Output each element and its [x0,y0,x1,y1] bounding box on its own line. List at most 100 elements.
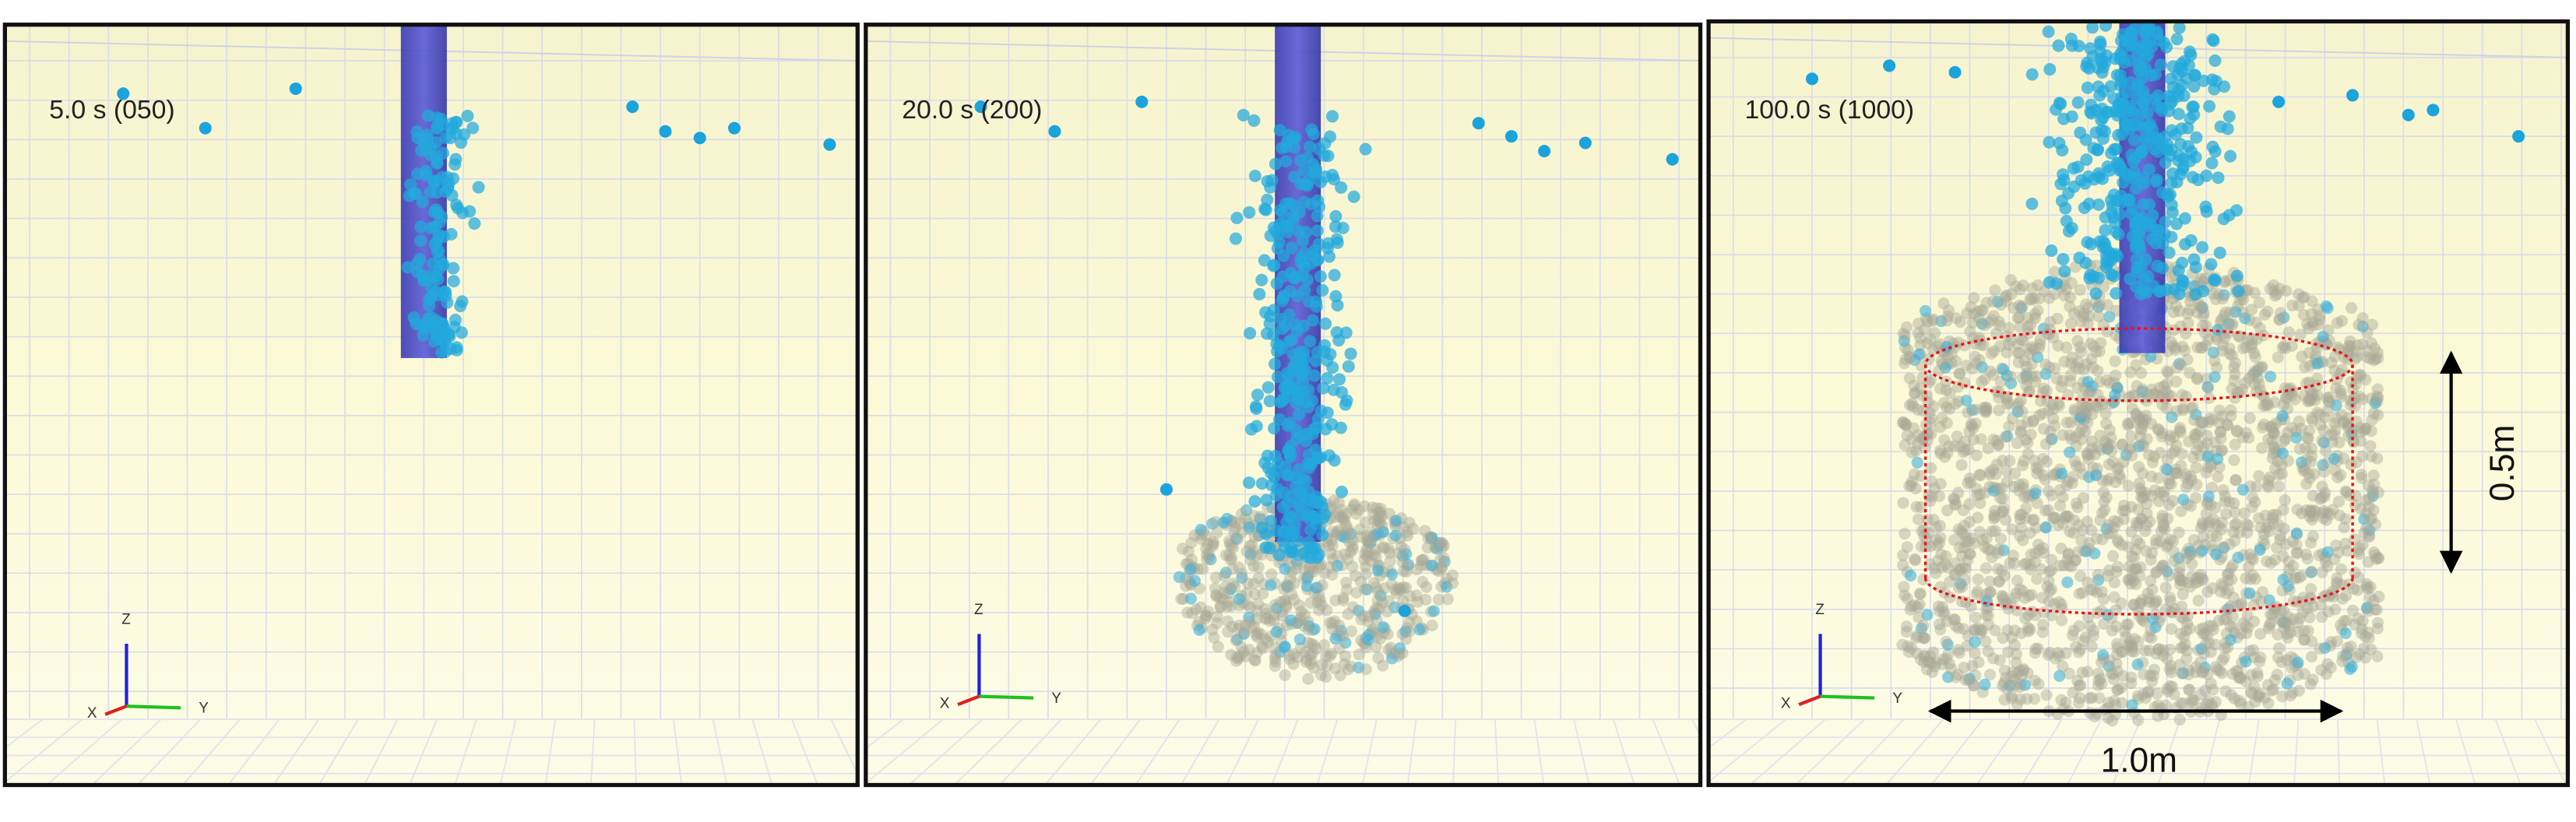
particle [1300,273,1314,286]
particle [2171,361,2184,374]
particle [1943,402,1956,415]
particle [2125,671,2138,683]
particle [2307,490,2320,502]
particle [2082,388,2095,400]
particle [2340,589,2353,602]
particle [2296,456,2308,469]
particle [2368,342,2381,354]
particle [2084,448,2096,461]
particle [2322,606,2335,618]
particle [1985,347,1997,360]
particle [1362,537,1375,550]
particle [2191,341,2204,353]
particle [2261,479,2275,491]
particle [1921,513,1934,526]
particle [2173,357,2186,370]
particle [2106,527,2118,539]
particle [2369,397,2381,409]
particle [2148,388,2161,400]
particle [2196,544,2208,557]
particle [2206,413,2219,426]
particle [1910,647,1923,659]
particle [2079,256,2092,269]
particle [1504,130,1518,143]
particle [1248,578,1260,590]
floor-line [1691,718,1701,737]
particle [2335,364,2349,376]
particle [1348,500,1360,512]
particle [2355,503,2367,515]
particle [1285,241,1298,255]
particle [2131,690,2144,702]
particle [1906,434,1918,446]
particle [1337,513,1350,526]
particle [2103,660,2115,673]
particle [1365,533,1378,546]
particle [1372,564,1385,577]
particle [2209,638,2222,651]
particle [2345,427,2358,440]
particle [2134,570,2146,582]
particle [2141,497,2153,510]
particle [1359,548,1371,560]
particle [1950,312,1962,325]
particle [2020,370,2032,382]
particle [2123,392,2135,404]
floor-line [1930,718,1984,785]
particle [2064,525,2076,538]
floor-line [2534,718,2567,785]
particle [2013,311,2025,324]
particle [1304,562,1316,575]
particle [2363,493,2376,505]
particle [2117,504,2129,517]
particle [2013,485,2025,497]
particle [414,220,428,234]
particle [2316,610,2328,624]
particle [1184,592,1197,605]
particle [1235,508,1248,520]
particle [2077,492,2089,504]
particle [1244,423,1258,436]
particle [1398,604,1411,617]
particle [2184,367,2196,379]
particle [1975,304,1987,317]
particle [2198,647,2211,659]
particle [2245,552,2258,564]
particle [2282,631,2294,644]
particle [1298,246,1311,259]
particle [2132,714,2145,726]
particle [2038,382,2050,395]
particle [2052,647,2064,659]
particle [1367,548,1380,561]
particle [2191,572,2203,585]
particle [2331,635,2343,648]
particle [2305,565,2318,578]
particle [1955,525,1968,537]
particle [2326,436,2338,448]
particle [2043,276,2056,289]
particle [2321,392,2334,404]
particle [1244,601,1257,614]
particle [424,185,437,198]
particle [1385,652,1399,665]
particle [1346,534,1359,546]
particle [2159,581,2172,594]
particle [2349,533,2361,546]
particle [1200,609,1212,622]
particle [1241,578,1254,590]
particle [1973,469,1986,481]
particle [1304,658,1317,670]
particle [2201,462,2214,474]
particle [1299,646,1311,659]
particle [1435,562,1448,574]
particle [2155,430,2168,443]
particle [2364,353,2377,365]
particle [2028,342,2041,355]
particle [2311,389,2324,402]
particle [2309,394,2321,406]
particle [447,275,460,288]
particle [2040,689,2053,701]
particle [2176,388,2189,402]
particle [2173,552,2185,564]
floor-line [1135,718,1181,785]
